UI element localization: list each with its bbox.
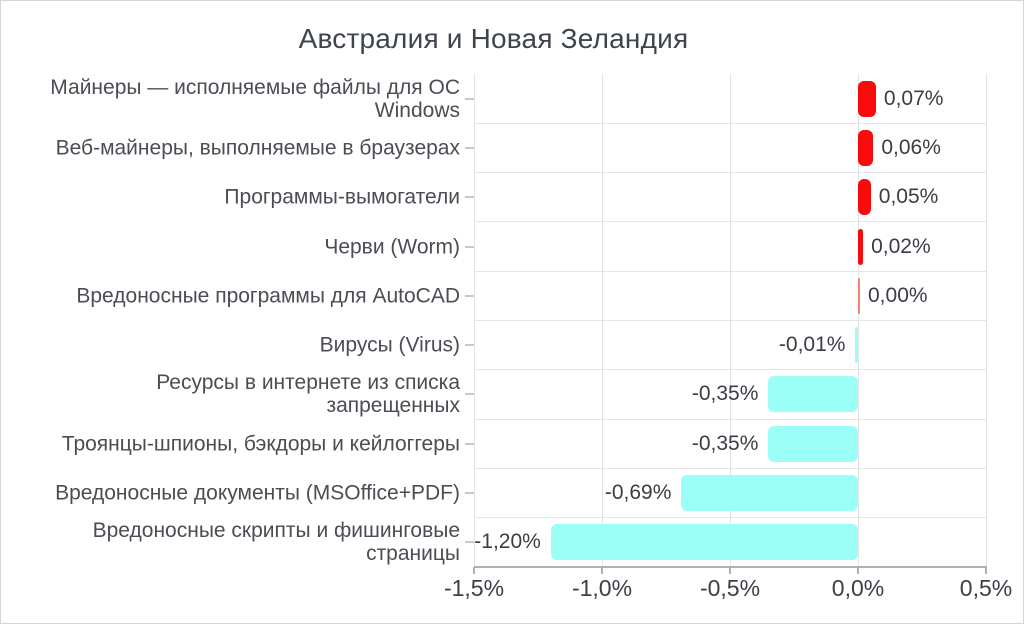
category-label: Ресурсы в интернете из списка запрещенны…	[156, 371, 460, 418]
band-separator	[474, 122, 986, 124]
chart-title: Австралия и Новая Зеландия	[298, 23, 689, 54]
x-axis-tick-label: -0,5%	[699, 575, 761, 601]
x-axis-tick	[473, 567, 475, 574]
bar	[858, 80, 876, 117]
x-axis-tick-label: 0,0%	[831, 575, 885, 601]
value-label: 0,02%	[871, 234, 931, 258]
bar	[550, 524, 858, 561]
bar	[858, 228, 864, 265]
category-tick	[465, 97, 474, 100]
band-separator	[474, 221, 986, 223]
bar	[858, 277, 860, 314]
bar	[858, 179, 871, 216]
band-separator	[474, 517, 986, 519]
category-label: Вредоносные программы для AutoCAD	[76, 284, 460, 308]
category-tick	[465, 541, 474, 544]
band-separator	[474, 467, 986, 469]
bar	[858, 129, 874, 166]
value-label: 0,05%	[878, 185, 939, 209]
category-label: Вирусы (Virus)	[319, 333, 460, 357]
category-tick	[465, 294, 474, 297]
x-axis-tick	[729, 567, 731, 574]
x-axis-tick	[985, 567, 987, 574]
value-label: -0,35%	[691, 382, 759, 406]
band-separator	[474, 320, 986, 321]
x-axis-tick	[601, 567, 603, 574]
value-label: 0,06%	[881, 135, 941, 159]
value-label: -1,20%	[474, 530, 541, 554]
bar	[681, 475, 858, 512]
category-tick	[465, 442, 474, 445]
band-separator	[474, 418, 986, 420]
x-axis-tick-label: 0,5%	[959, 575, 1013, 601]
x-axis-tick-label: -1,0%	[571, 575, 633, 601]
band-separator	[474, 270, 986, 272]
x-axis-tick	[857, 567, 859, 574]
bar	[855, 327, 858, 364]
x-axis-line	[474, 566, 987, 568]
category-label: Программы-вымогатели	[224, 185, 460, 209]
bar	[768, 425, 858, 462]
x-axis-tick-label: -1,5%	[443, 575, 505, 601]
value-label: 0,07%	[883, 86, 944, 110]
category-tick	[465, 196, 474, 199]
category-label: Вредоносные документы (MSOffice+PDF)	[55, 481, 460, 505]
category-tick	[465, 393, 474, 396]
category-label: Веб-майнеры, выполняемые в браузерах	[55, 136, 460, 160]
gridline-vertical	[985, 74, 987, 567]
category-tick	[465, 344, 474, 347]
category-tick	[465, 492, 474, 495]
category-tick	[465, 245, 474, 248]
band-separator	[474, 369, 986, 371]
value-label: -0,69%	[604, 481, 672, 505]
category-label: Майнеры — исполняемые файлы для ОС Windo…	[50, 75, 460, 122]
category-label: Вредоносные скрипты и фишинговые страниц…	[92, 519, 460, 566]
category-tick	[465, 146, 474, 149]
band-separator	[474, 172, 986, 174]
category-label: Троянцы-шпионы, бэкдоры и кейлоггеры	[61, 432, 460, 456]
value-label: -0,01%	[778, 333, 846, 357]
bar	[768, 376, 858, 413]
category-label: Черви (Worm)	[324, 235, 460, 259]
value-label: 0,00%	[868, 283, 928, 307]
value-label: -0,35%	[691, 431, 759, 455]
